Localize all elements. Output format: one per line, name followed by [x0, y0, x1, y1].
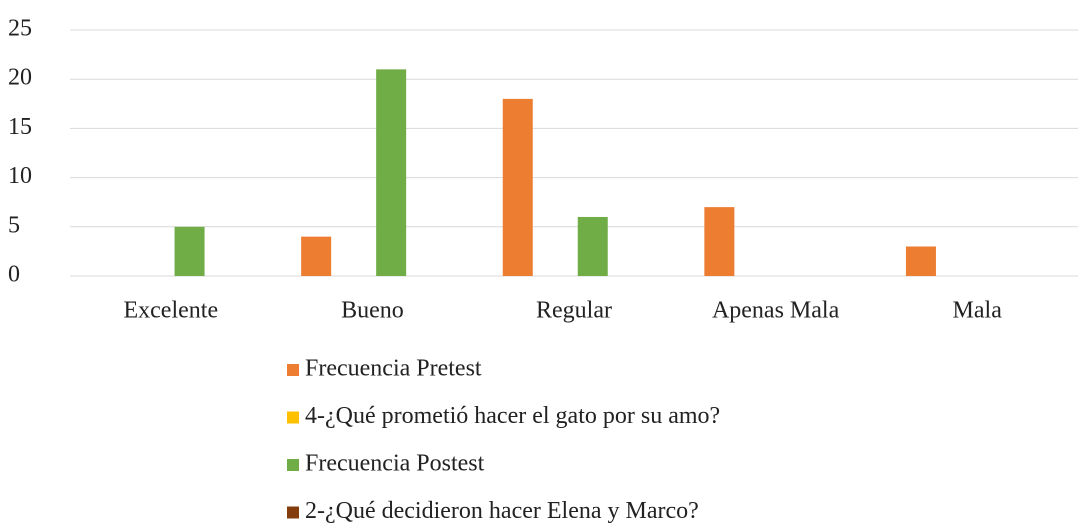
legend-swatch	[287, 459, 299, 471]
bar	[376, 69, 407, 276]
legend-swatch	[287, 364, 299, 376]
y-tick-label: 10	[8, 163, 32, 189]
x-tick-label: Regular	[536, 298, 612, 324]
y-tick-label: 15	[8, 114, 32, 140]
x-tick-label: Bueno	[341, 298, 404, 324]
bar	[174, 226, 205, 276]
y-tick-label: 0	[8, 262, 20, 288]
y-tick-label: 20	[8, 65, 32, 91]
bar	[704, 207, 735, 276]
x-tick-label: Mala	[953, 298, 1003, 324]
legend-label: 4-¿Qué prometió hacer el gato por su amo…	[305, 403, 720, 429]
legend-label: 2-¿Qué decidieron hacer Elena y Marco?	[305, 498, 699, 524]
bar	[577, 216, 608, 276]
legend-label: Frecuencia Pretest	[305, 356, 482, 382]
legend-swatch	[287, 506, 299, 519]
x-tick-label: Apenas Mala	[712, 298, 840, 324]
bar	[905, 246, 936, 276]
bar	[301, 236, 332, 276]
legend-label: Frecuencia Postest	[305, 451, 485, 477]
y-tick-label: 5	[8, 212, 20, 238]
y-tick-label: 25	[8, 16, 32, 42]
x-tick-label: Excelente	[123, 298, 218, 324]
bar	[502, 98, 533, 276]
legend-swatch	[287, 411, 299, 424]
